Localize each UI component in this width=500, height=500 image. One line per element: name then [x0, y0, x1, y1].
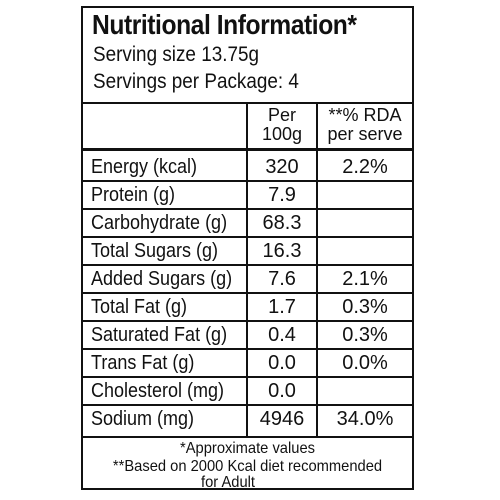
- value-per-100g: 0.0: [268, 352, 296, 374]
- label-header: Nutritional Information* Serving size 13…: [83, 8, 412, 104]
- footnote-rda-basis-continued: for Adult: [200, 474, 255, 491]
- value-per-100g: 7.9: [268, 184, 296, 206]
- nutrient-name: Total Sugars (g): [91, 240, 219, 262]
- table-row: Saturated Fat (g) 0.4 0.3%: [83, 322, 412, 349]
- value-rda: 0.3%: [342, 296, 388, 318]
- column-header-rda-line1: **% RDA: [328, 105, 402, 125]
- value-per-100g: 7.6: [268, 268, 296, 290]
- footnote-rda-basis: **Based on 2000 Kcal diet recommended: [112, 458, 383, 475]
- value-rda: [318, 210, 412, 237]
- nutrient-name: Protein (g): [91, 184, 176, 206]
- table-row: Protein (g) 7.9: [83, 182, 412, 209]
- table-row: Energy (kcal) 320 2.2%: [83, 154, 412, 181]
- table-row: Sodium (mg) 4946 34.0%: [83, 406, 412, 433]
- column-header-per-100g: Per 100g: [248, 106, 316, 144]
- header-divider: [83, 148, 412, 151]
- column-header-per-100g-line2: 100g: [261, 124, 303, 144]
- column-divider-rda: [316, 102, 318, 438]
- column-header-per-100g-line1: Per: [267, 105, 296, 125]
- row-divider: [83, 404, 412, 406]
- row-divider: [83, 292, 412, 294]
- value-per-100g: 4946: [259, 408, 305, 430]
- value-rda: 2.2%: [342, 156, 388, 178]
- nutrient-name: Cholesterol (mg): [91, 380, 225, 402]
- column-header-rda-line2: per serve: [327, 124, 403, 144]
- value-per-100g: 16.3: [262, 240, 302, 262]
- table-row: Carbohydrate (g) 68.3: [83, 210, 412, 237]
- value-rda: 34.0%: [336, 408, 394, 430]
- row-divider: [83, 320, 412, 322]
- value-rda: 2.1%: [342, 268, 388, 290]
- row-divider: [83, 236, 412, 238]
- table-row: Total Fat (g) 1.7 0.3%: [83, 294, 412, 321]
- row-divider: [83, 376, 412, 378]
- value-per-100g: 0.4: [268, 324, 296, 346]
- serving-size: Serving size 13.75g: [93, 43, 260, 66]
- row-divider: [83, 208, 412, 210]
- value-rda: 0.0%: [342, 352, 388, 374]
- row-divider: [83, 264, 412, 266]
- servings-per-package: Servings per Package: 4: [93, 70, 299, 93]
- value-per-100g: 0.0: [268, 380, 296, 402]
- value-rda: [318, 378, 412, 405]
- table-row: Cholesterol (mg) 0.0: [83, 378, 412, 405]
- column-divider-per100g: [246, 102, 248, 438]
- nutrient-name: Added Sugars (g): [91, 268, 233, 290]
- nutrient-name: Sodium (mg): [91, 408, 195, 430]
- value-per-100g: 68.3: [262, 212, 302, 234]
- nutrient-name: Total Fat (g): [91, 296, 188, 318]
- column-header-rda: **% RDA per serve: [318, 106, 412, 144]
- nutrition-label: Nutritional Information* Serving size 13…: [81, 6, 414, 491]
- footnote-approximate: *Approximate values: [179, 440, 316, 457]
- nutrient-name: Carbohydrate (g): [91, 212, 228, 234]
- value-rda: [318, 238, 412, 265]
- row-divider: [83, 348, 412, 350]
- label-title: Nutritional Information*: [92, 9, 357, 40]
- value-rda: [318, 182, 412, 209]
- table-row: Added Sugars (g) 7.6 2.1%: [83, 266, 412, 293]
- nutrient-name: Energy (kcal): [91, 156, 198, 178]
- nutrient-name: Saturated Fat (g): [91, 324, 228, 346]
- nutrient-name: Trans Fat (g): [91, 352, 195, 374]
- value-per-100g: 1.7: [268, 296, 296, 318]
- row-divider: [83, 180, 412, 182]
- value-rda: 0.3%: [342, 324, 388, 346]
- table-row: Total Sugars (g) 16.3: [83, 238, 412, 265]
- footnote-divider: [83, 436, 412, 438]
- table-row: Trans Fat (g) 0.0 0.0%: [83, 350, 412, 377]
- value-per-100g: 320: [265, 156, 299, 178]
